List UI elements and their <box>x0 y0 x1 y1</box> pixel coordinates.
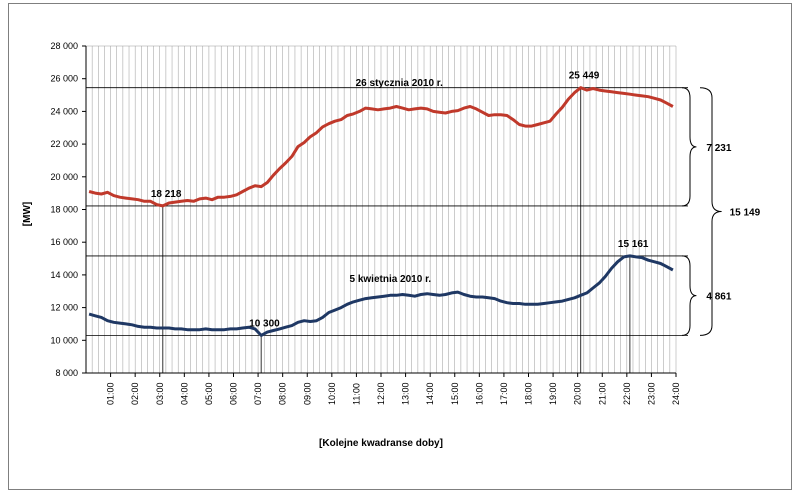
y-tick-label: 10 000 <box>50 335 78 345</box>
data-label: 25 449 <box>569 71 600 82</box>
bracket-bottom <box>681 255 697 336</box>
x-tick-label: 16:00 <box>474 382 484 405</box>
chart-border <box>8 3 792 490</box>
y-tick-labels: 8 000 10 000 12 000 14 000 16 000 18 000 20 00… <box>50 41 78 378</box>
bracket-label-bottom: 4 861 <box>706 292 731 303</box>
x-tick-label: 08:00 <box>278 382 288 405</box>
x-tick-label: 01:00 <box>106 382 116 405</box>
axes <box>82 45 677 377</box>
x-tick-label: 10:00 <box>327 382 337 405</box>
x-tick-label: 04:00 <box>179 382 189 405</box>
y-tick-label: 18 000 <box>50 205 78 215</box>
data-label: 10 300 <box>249 318 280 329</box>
x-tick-label: 06:00 <box>229 382 239 405</box>
y-tick-label: 8 000 <box>55 368 78 378</box>
x-tick-label: 22:00 <box>622 382 632 405</box>
annotations: 18 218 25 449 10 300 15 161 26 stycznia 2010… <box>151 71 649 330</box>
y-tick-label: 22 000 <box>50 139 78 149</box>
brackets: 7 231 4 861 15 149 <box>681 87 761 336</box>
data-label: 15 161 <box>618 239 649 250</box>
data-label: 18 218 <box>151 189 182 200</box>
series-line-1 <box>88 86 674 208</box>
bracket-label-outer: 15 149 <box>730 208 761 219</box>
x-tick-label: 24:00 <box>671 382 681 405</box>
y-tick-label: 16 000 <box>50 237 78 247</box>
x-tick-label: 14:00 <box>425 382 435 405</box>
y-axis-label: [MW] <box>22 202 33 226</box>
x-tick-label: 05:00 <box>204 382 214 405</box>
x-tick-label: 21:00 <box>597 382 607 405</box>
grid <box>85 45 677 373</box>
x-tick-label: 15:00 <box>450 382 460 405</box>
x-axis-label: [Kolejne kwadranse doby] <box>319 438 443 449</box>
x-tick-label: 17:00 <box>499 382 509 405</box>
x-tick-label: 03:00 <box>155 382 165 405</box>
y-tick-label: 20 000 <box>50 172 78 182</box>
x-tick-label: 02:00 <box>130 382 140 405</box>
series-name-label: 5 kwietnia 2010 r. <box>349 274 431 285</box>
x-tick-label: 20:00 <box>573 382 583 405</box>
y-tick-label: 12 000 <box>50 303 78 313</box>
y-tick-label: 14 000 <box>50 270 78 280</box>
series-name-label: 26 stycznia 2010 r. <box>356 78 444 89</box>
bracket-top <box>681 87 697 207</box>
series-lines <box>88 86 674 337</box>
bracket-label-top: 7 231 <box>706 143 731 154</box>
x-tick-label: 11:00 <box>351 383 361 405</box>
y-tick-label: 26 000 <box>50 74 78 84</box>
x-tick-label: 07:00 <box>253 382 263 405</box>
x-tick-label: 18:00 <box>524 382 534 405</box>
x-tick-label: 12:00 <box>376 382 386 405</box>
series-line-2 <box>88 254 674 337</box>
x-tick-label: 19:00 <box>548 382 558 405</box>
bracket-outer <box>699 87 722 336</box>
y-tick-label: 28 000 <box>50 41 78 51</box>
y-tick-label: 24 000 <box>50 106 78 116</box>
x-tick-label: 23:00 <box>646 382 656 405</box>
x-tick-label: 09:00 <box>302 382 312 405</box>
x-tick-labels: 01:00 02:00 03:00 04:00 05:00 06:00 07:00 08:00… <box>106 382 681 405</box>
x-tick-label: 13:00 <box>401 382 411 405</box>
reference-lines <box>86 87 688 373</box>
